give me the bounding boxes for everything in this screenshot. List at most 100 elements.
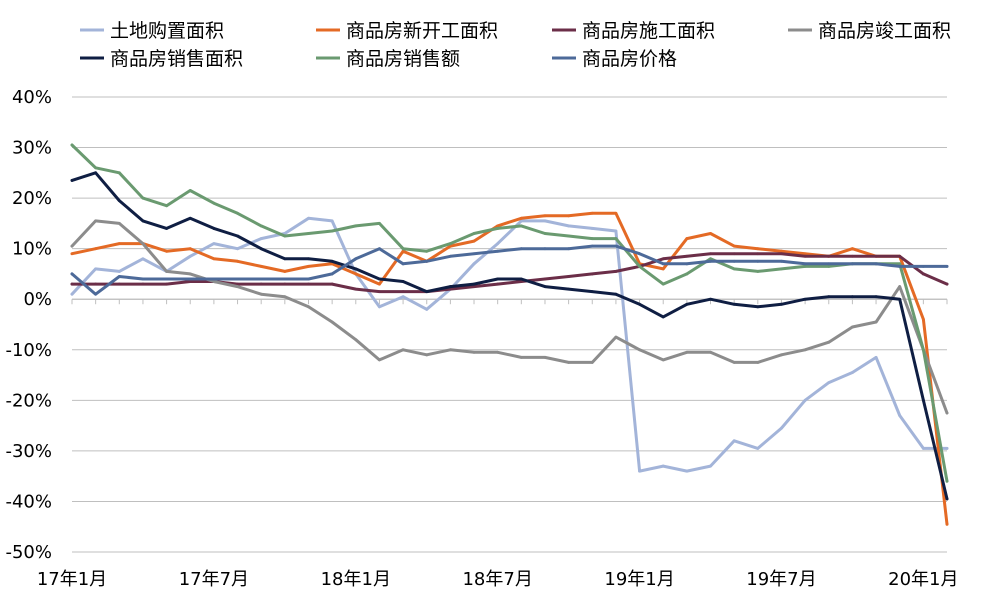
data-point <box>259 264 263 268</box>
data-point <box>756 305 760 309</box>
data-point <box>330 272 334 276</box>
data-point <box>425 353 429 357</box>
data-point <box>496 282 500 286</box>
data-point <box>354 257 358 261</box>
data-point <box>188 277 192 281</box>
data-point <box>756 446 760 450</box>
legend-label: 土地购置面积 <box>110 20 224 42</box>
data-point <box>259 282 263 286</box>
data-point <box>519 355 523 359</box>
data-point <box>448 242 452 246</box>
series-6 <box>70 244 949 296</box>
data-point <box>827 264 831 268</box>
data-point <box>590 290 594 294</box>
data-point <box>756 270 760 273</box>
legend-item: 商品房施工面积 <box>552 20 715 42</box>
x-tick-label: 18年7月 <box>462 569 532 590</box>
data-point <box>259 277 263 281</box>
data-point <box>638 469 641 473</box>
data-point <box>661 257 665 261</box>
data-point <box>141 219 145 223</box>
legend-item: 商品房销售额 <box>316 48 460 70</box>
data-point <box>94 166 98 170</box>
data-point <box>117 199 121 203</box>
data-point <box>780 267 783 271</box>
data-point <box>472 282 476 286</box>
data-point <box>354 287 358 291</box>
data-point <box>519 280 523 283</box>
series-2 <box>70 252 949 294</box>
data-point <box>898 297 902 301</box>
data-point <box>141 282 145 286</box>
data-point <box>188 247 192 251</box>
data-point <box>756 361 760 364</box>
y-tick-label: -40% <box>5 491 52 512</box>
legend-label: 商品房施工面积 <box>582 20 715 42</box>
data-point <box>401 348 405 352</box>
data-point <box>732 252 736 256</box>
data-point <box>874 295 878 299</box>
data-point <box>874 262 878 266</box>
data-point <box>921 398 925 402</box>
data-point <box>70 244 74 248</box>
data-point <box>590 227 594 230</box>
data-point <box>732 361 736 364</box>
data-point <box>827 340 831 344</box>
data-point <box>141 277 145 281</box>
data-point <box>188 272 192 276</box>
data-point <box>236 259 239 263</box>
data-point <box>827 295 831 299</box>
legend-label: 商品房销售额 <box>346 48 460 70</box>
data-point <box>685 302 689 306</box>
x-tick-label: 18年1月 <box>321 569 391 590</box>
x-axis: 17年1月 17年7月 18年1月 18年7月 19年1月 19年7月 20年1月 <box>37 298 959 590</box>
series-line <box>70 171 949 501</box>
data-point <box>756 259 760 263</box>
data-point <box>780 252 783 256</box>
data-point <box>496 224 500 228</box>
data-point <box>212 277 216 281</box>
data-point <box>945 522 949 526</box>
data-point <box>921 318 925 321</box>
data-point <box>780 426 783 430</box>
data-point <box>614 229 618 233</box>
grid-lines <box>72 96 947 553</box>
data-point <box>472 262 476 266</box>
data-point <box>638 252 641 256</box>
data-point <box>307 305 310 309</box>
y-tick-label: 0% <box>23 289 52 310</box>
data-point <box>283 234 287 238</box>
legend-label: 商品房销售面积 <box>110 48 243 70</box>
data-point <box>567 247 571 251</box>
data-point <box>401 295 405 299</box>
data-point <box>685 237 689 240</box>
data-point <box>803 252 807 256</box>
data-point <box>307 216 310 220</box>
data-point <box>803 254 807 258</box>
data-point <box>307 264 310 268</box>
data-point <box>117 282 121 286</box>
series-line <box>70 216 949 473</box>
data-point <box>945 411 949 415</box>
legend-label: 商品房新开工面积 <box>346 20 498 42</box>
data-point <box>354 338 358 342</box>
data-point <box>378 277 381 281</box>
data-point <box>732 439 736 443</box>
data-point <box>590 361 594 364</box>
legend-item: 商品房价格 <box>552 48 677 70</box>
data-point <box>283 277 287 281</box>
data-point <box>141 257 145 261</box>
data-point <box>94 247 98 251</box>
data-point <box>94 282 98 286</box>
y-tick-label: -50% <box>5 542 52 563</box>
data-point <box>851 254 854 258</box>
data-point <box>117 221 121 225</box>
data-point <box>307 232 310 235</box>
data-point <box>165 249 168 253</box>
data-point <box>780 249 783 253</box>
data-point <box>614 292 618 296</box>
legend-label: 商品房价格 <box>582 48 677 70</box>
data-point <box>496 350 500 354</box>
data-point <box>827 262 831 266</box>
series-3 <box>70 219 949 415</box>
